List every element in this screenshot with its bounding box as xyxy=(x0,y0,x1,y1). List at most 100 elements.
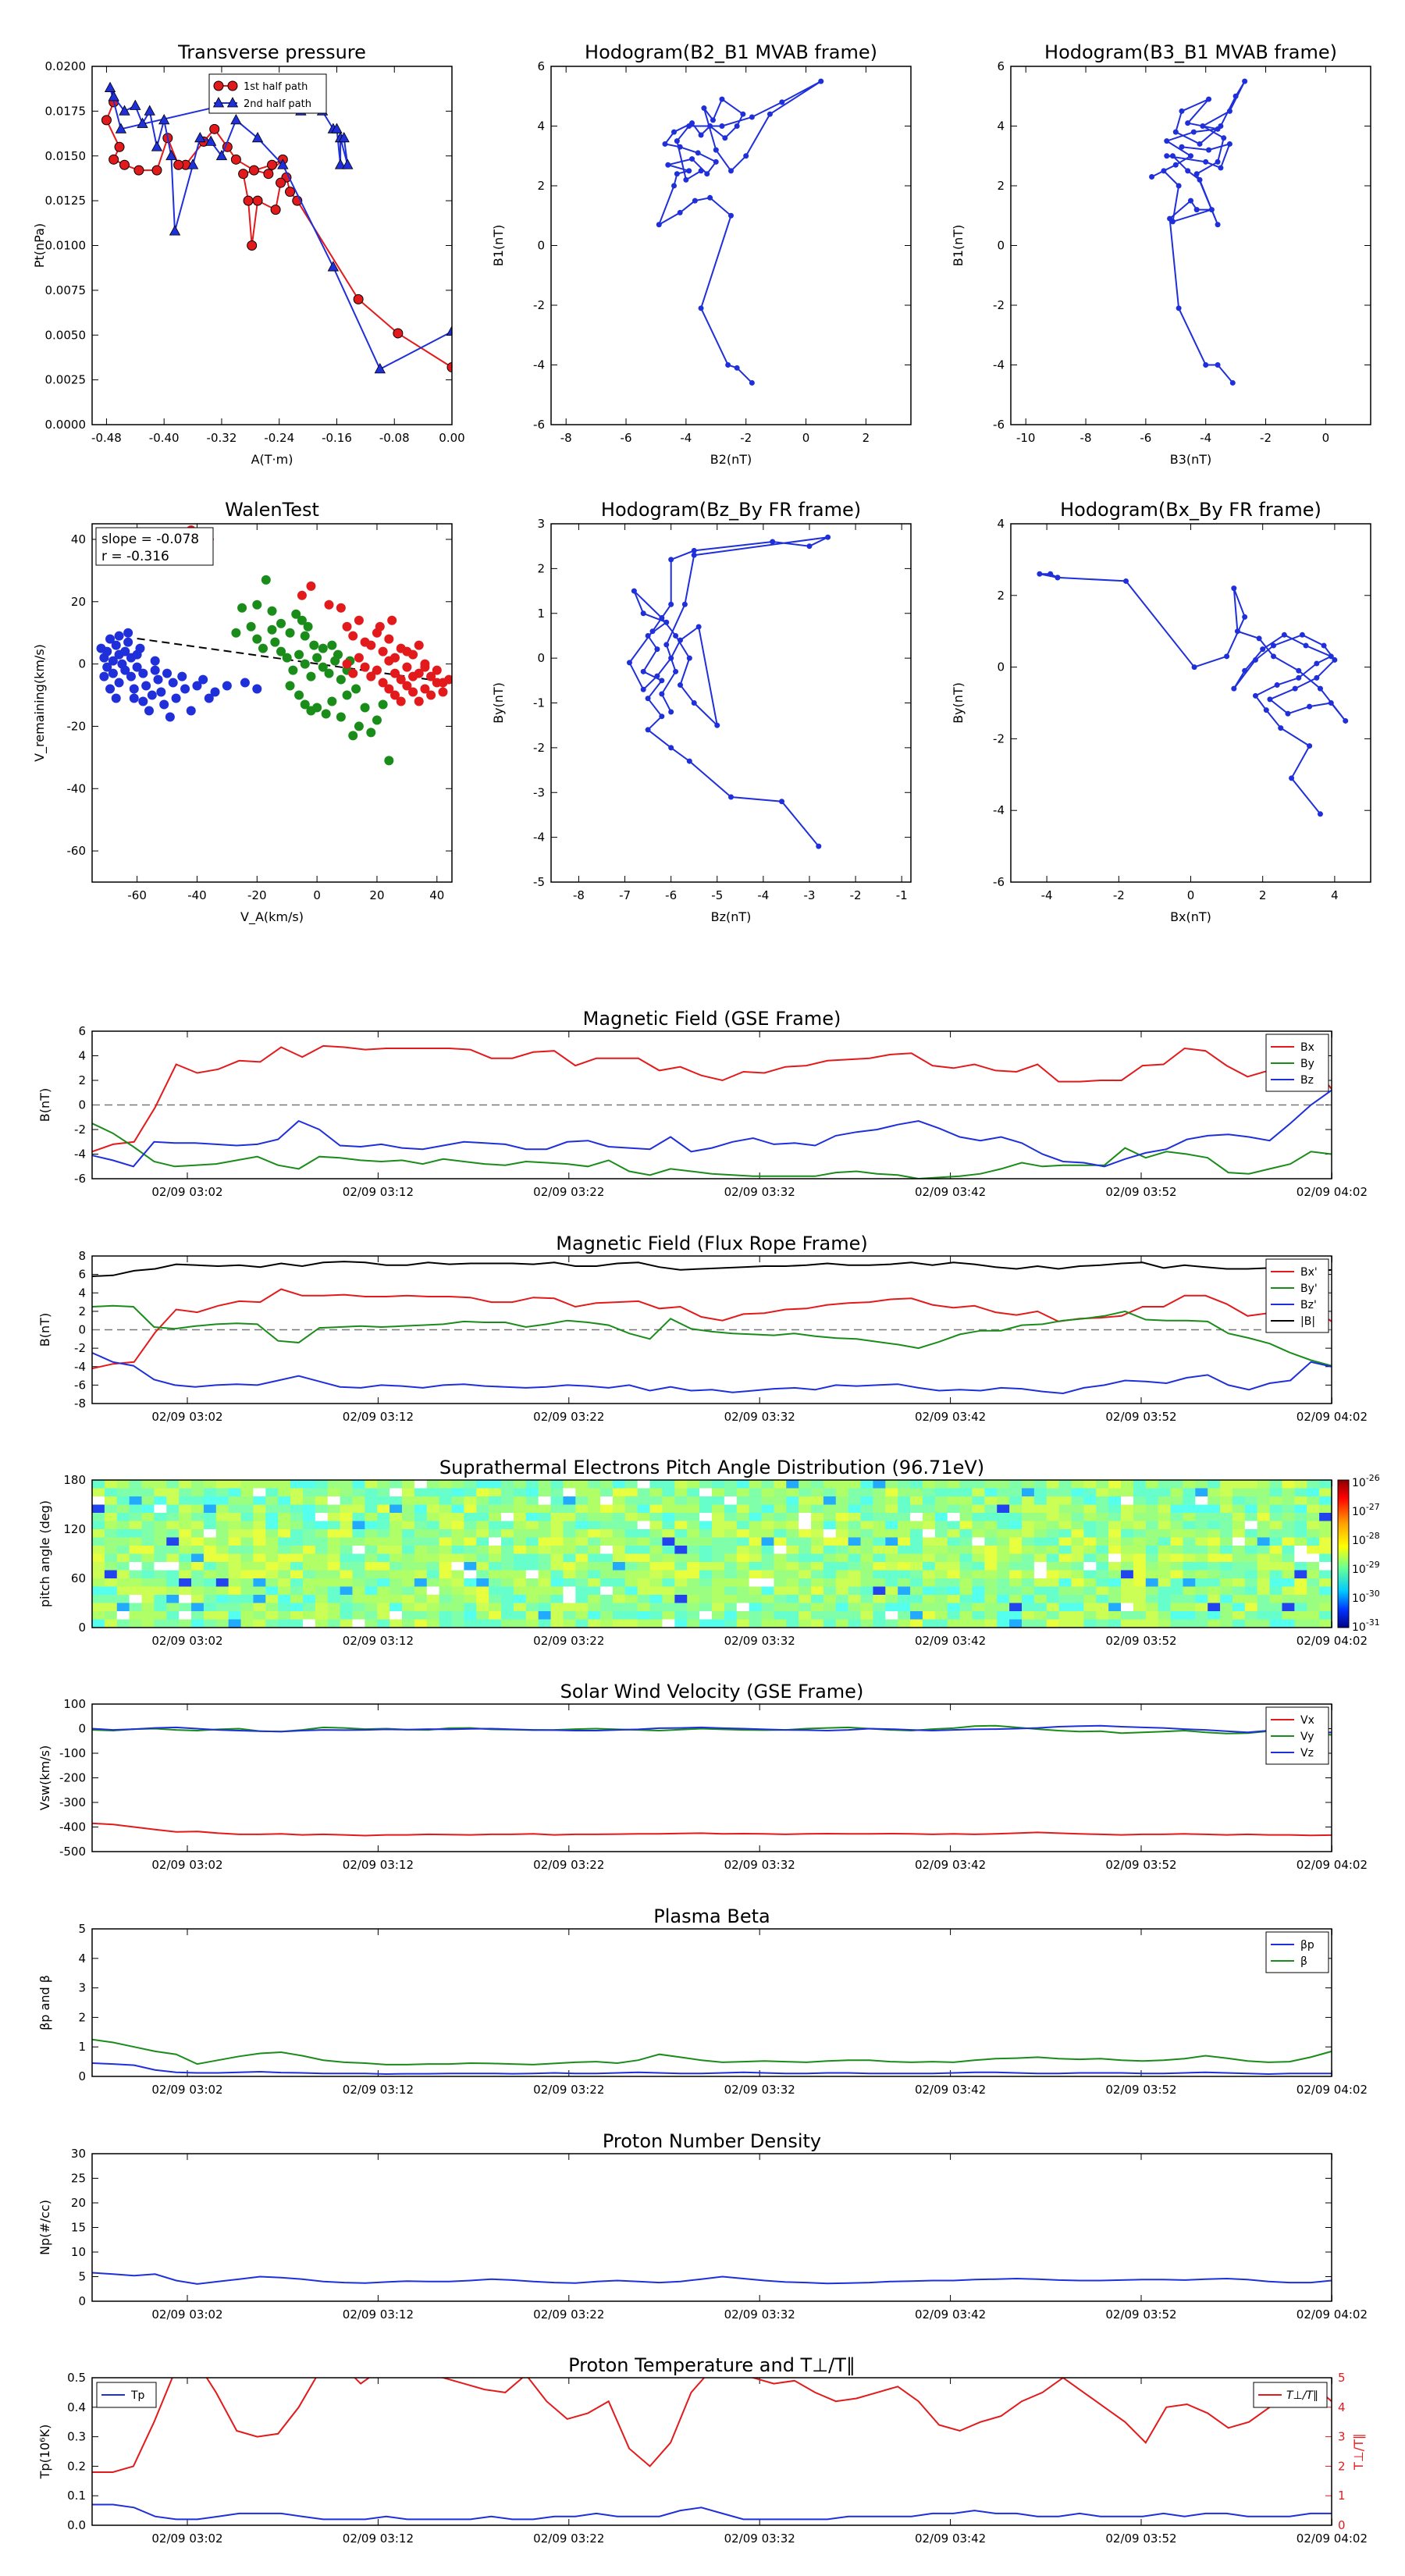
heatmap-cell xyxy=(1083,1570,1097,1579)
y-tick-label: -2 xyxy=(533,741,545,755)
heatmap-cell xyxy=(1096,1619,1109,1628)
heatmap-cell xyxy=(1170,1562,1184,1571)
data-point xyxy=(168,678,178,688)
heatmap-cell xyxy=(674,1578,688,1588)
heatmap-cell xyxy=(860,1570,874,1579)
data-point xyxy=(252,634,262,644)
heatmap-cell xyxy=(365,1537,378,1546)
heatmap-cell xyxy=(1220,1578,1233,1588)
x-axis-label: Bx(nT) xyxy=(1170,909,1211,924)
heatmap-cell xyxy=(1009,1619,1023,1628)
heatmap-cell xyxy=(575,1521,589,1530)
heatmap-cell xyxy=(984,1529,998,1539)
heatmap-cell xyxy=(786,1513,799,1522)
data-point xyxy=(1206,147,1212,153)
heatmap-cell xyxy=(402,1562,415,1571)
heatmap-cell xyxy=(835,1619,849,1628)
heatmap-cell xyxy=(1183,1480,1196,1489)
y-tick-label: 0.0125 xyxy=(45,194,87,208)
heatmap-cell xyxy=(1108,1603,1122,1612)
heatmap-cell xyxy=(637,1488,651,1497)
heatmap-cell xyxy=(179,1553,192,1563)
heatmap-cell xyxy=(811,1480,824,1489)
heatmap-cell xyxy=(451,1562,464,1571)
series-line xyxy=(92,2038,1332,2065)
heatmap-cell xyxy=(513,1546,527,1555)
data-point xyxy=(1314,674,1320,681)
heatmap-cell xyxy=(612,1513,626,1522)
heatmap-cell xyxy=(823,1603,837,1612)
heatmap-cell xyxy=(984,1504,998,1514)
heatmap-cell xyxy=(1195,1603,1208,1612)
heatmap-cell xyxy=(1158,1496,1172,1506)
heatmap-cell xyxy=(799,1570,812,1579)
heatmap-cell xyxy=(1319,1553,1332,1563)
heatmap-cell xyxy=(464,1570,477,1579)
data-point xyxy=(108,154,119,165)
colorbar-tick-exponent: -26 xyxy=(1366,1473,1380,1483)
heatmap-cell xyxy=(1269,1537,1283,1546)
heatmap-cell xyxy=(662,1529,675,1539)
heatmap-cell xyxy=(1195,1504,1208,1514)
heatmap-cell xyxy=(811,1570,824,1579)
heatmap-cell xyxy=(649,1611,663,1621)
heatmap-cell xyxy=(1009,1513,1023,1522)
heatmap-cell xyxy=(340,1546,354,1555)
heatmap-cell xyxy=(1170,1480,1184,1489)
heatmap-cell xyxy=(563,1578,576,1588)
x-tick-label: 02/09 03:42 xyxy=(915,1858,986,1872)
y-tick-label: -2 xyxy=(74,1341,86,1355)
heatmap-cell xyxy=(1071,1537,1084,1546)
heatmap-cell xyxy=(934,1570,948,1579)
y-tick-label: 60 xyxy=(71,1571,86,1585)
heatmap-cell xyxy=(1033,1553,1048,1563)
data-point xyxy=(120,665,130,675)
heatmap-cell xyxy=(774,1562,787,1571)
heatmap-cell xyxy=(563,1537,576,1546)
heatmap-cell xyxy=(265,1586,279,1596)
heatmap-cell xyxy=(563,1488,576,1497)
heatmap-cell xyxy=(501,1480,514,1489)
heatmap-cell xyxy=(736,1513,750,1522)
heatmap-cell xyxy=(1033,1603,1048,1612)
y2-axis-label: T⊥/T∥ xyxy=(1351,2433,1366,2471)
legend-label: By' xyxy=(1300,1283,1318,1295)
heatmap-cell xyxy=(922,1504,936,1514)
data-point xyxy=(238,169,249,180)
heatmap-cell xyxy=(910,1529,923,1539)
data-point xyxy=(102,662,112,672)
data-point xyxy=(743,153,749,159)
heatmap-cell xyxy=(253,1553,266,1563)
data-point xyxy=(1185,120,1191,126)
heatmap-cell xyxy=(749,1611,763,1621)
heatmap-cell xyxy=(451,1504,464,1514)
data-point xyxy=(306,671,316,681)
x-tick-label: 0 xyxy=(1322,431,1330,445)
heatmap-cell xyxy=(513,1529,527,1539)
heatmap-cell xyxy=(761,1619,774,1628)
x-tick-label: 02/09 03:32 xyxy=(724,2307,795,2322)
heatmap-cell xyxy=(910,1619,923,1628)
heatmap-cell xyxy=(315,1480,329,1489)
heatmap-cell xyxy=(761,1496,774,1506)
plot-area xyxy=(92,1044,1332,1179)
heatmap-cell xyxy=(240,1504,254,1514)
plot-area xyxy=(626,534,831,849)
y-tick-label: 6 xyxy=(537,59,545,73)
heatmap-cell xyxy=(1071,1546,1084,1555)
data-point xyxy=(1206,96,1212,102)
heatmap-cell xyxy=(389,1586,403,1596)
heatmap-cell xyxy=(885,1504,898,1514)
heatmap-cell xyxy=(265,1546,279,1555)
data-point xyxy=(1232,93,1239,99)
heatmap-cell xyxy=(1319,1513,1332,1522)
heatmap-cell xyxy=(439,1488,453,1497)
data-point xyxy=(101,115,112,126)
heatmap-cell xyxy=(860,1537,874,1546)
plot-frame xyxy=(550,523,912,883)
heatmap-cell xyxy=(525,1578,539,1588)
data-point xyxy=(285,628,295,638)
heatmap-cell xyxy=(823,1537,837,1546)
heatmap-cell xyxy=(1133,1619,1147,1628)
heatmap-cell xyxy=(823,1570,837,1579)
